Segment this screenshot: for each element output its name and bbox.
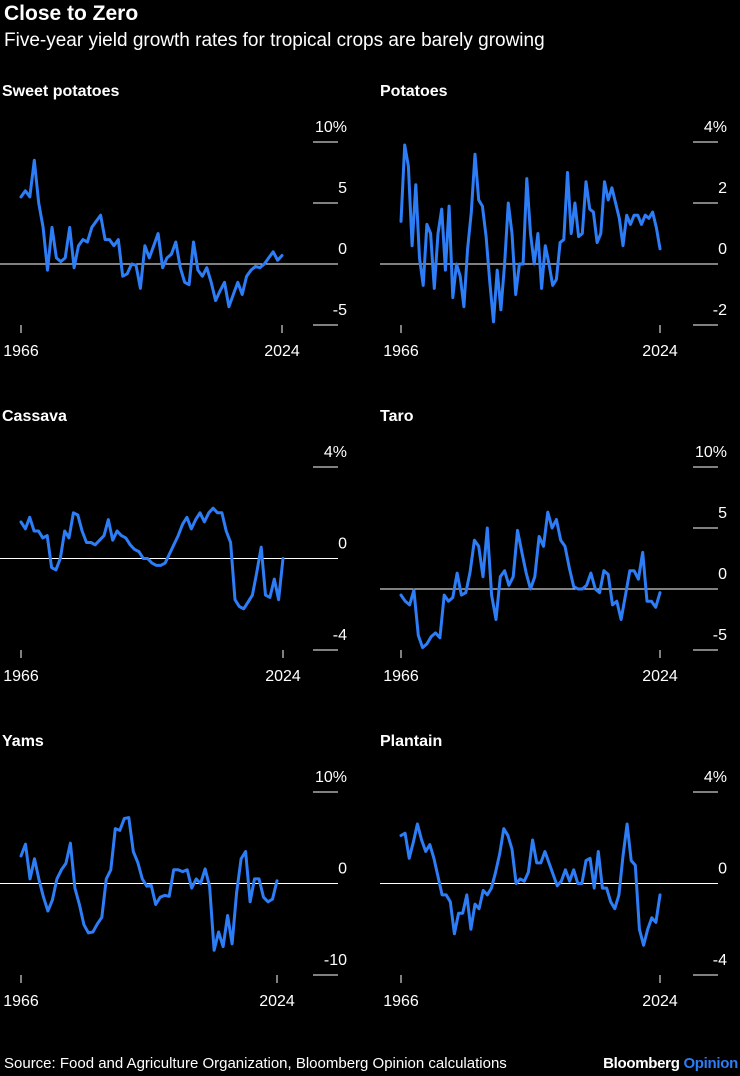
- brand-accent: Opinion: [683, 1055, 738, 1072]
- x-tick-label: 1966: [3, 668, 39, 685]
- chart-title: Close to Zero: [4, 2, 139, 25]
- y-tick-label: -10: [324, 952, 347, 969]
- source-note: Source: Food and Agriculture Organizatio…: [4, 1055, 507, 1072]
- brand-logo: Bloomberg Opinion: [603, 1055, 738, 1072]
- y-tick-label: 10%: [315, 119, 347, 136]
- x-tick-label: 2024: [642, 993, 678, 1010]
- series-line: [19, 816, 279, 952]
- panel-title: Plantain: [380, 733, 442, 750]
- y-tick-label: 0: [718, 566, 727, 583]
- series-line: [19, 506, 285, 611]
- y-tick-label: 10%: [315, 769, 347, 786]
- x-tick-label: 2024: [264, 343, 300, 360]
- y-tick-label: 5: [338, 180, 347, 197]
- y-tick-label: 4%: [704, 119, 727, 136]
- y-tick-label: 5: [718, 505, 727, 522]
- y-tick-label: 0: [338, 861, 347, 878]
- panel-title: Yams: [2, 733, 44, 750]
- panel-title: Cassava: [2, 408, 67, 425]
- x-tick-label: 2024: [265, 668, 301, 685]
- x-tick-label: 2024: [259, 993, 295, 1010]
- x-tick-label: 1966: [3, 343, 39, 360]
- y-tick-label: -4: [713, 952, 727, 969]
- y-tick-label: -2: [713, 302, 727, 319]
- y-tick-label: -5: [713, 627, 727, 644]
- series-line: [399, 510, 662, 650]
- x-tick-label: 1966: [383, 993, 419, 1010]
- panel-title: Potatoes: [380, 83, 448, 100]
- y-tick-label: 0: [338, 241, 347, 258]
- y-tick-label: 2: [718, 180, 727, 197]
- y-tick-label: 0: [718, 241, 727, 258]
- y-tick-label: 0: [718, 861, 727, 878]
- x-tick-label: 1966: [383, 668, 419, 685]
- y-tick-label: 10%: [695, 444, 727, 461]
- brand-name: Bloomberg: [603, 1055, 680, 1072]
- series-line: [399, 822, 662, 947]
- x-tick-label: 1966: [383, 343, 419, 360]
- y-tick-label: -4: [333, 627, 347, 644]
- series-line: [19, 158, 284, 309]
- y-tick-label: -5: [333, 302, 347, 319]
- x-tick-label: 1966: [3, 993, 39, 1010]
- y-tick-label: 4%: [324, 444, 347, 461]
- x-tick-label: 2024: [642, 343, 678, 360]
- x-tick-label: 2024: [642, 668, 678, 685]
- panel-title: Taro: [380, 408, 414, 425]
- chart-subtitle: Five-year yield growth rates for tropica…: [4, 30, 545, 51]
- y-tick-label: 0: [338, 536, 347, 553]
- y-tick-label: 4%: [704, 769, 727, 786]
- series-line: [399, 143, 662, 324]
- panel-title: Sweet potatoes: [2, 83, 119, 100]
